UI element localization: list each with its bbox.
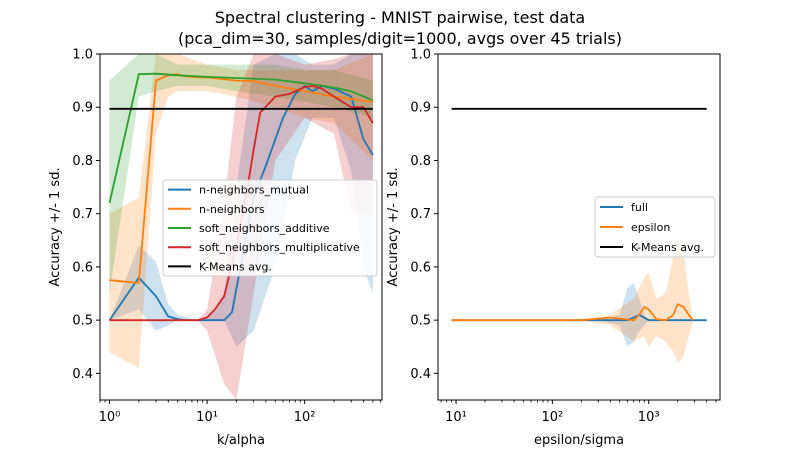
x-tick-label: 10¹	[445, 410, 467, 425]
legend-label-full: full	[631, 201, 648, 214]
legend-label-k-means-avg: K-Means avg.	[631, 241, 704, 254]
legend-label-k-means-avg: K-Means avg.	[199, 260, 272, 273]
y-tick-label: 0.5	[72, 314, 93, 329]
legend-label-epsilon: epsilon	[631, 221, 670, 234]
legend: n-neighbors_mutual n-neighbors soft_neighb…	[162, 179, 378, 277]
x-axis-label: k/alpha	[217, 433, 265, 448]
band-soft-neighbors-additive	[109, 54, 373, 294]
y-tick-label: 0.7	[410, 207, 431, 222]
y-axis-label: Accuracy +/- 1 sd.	[48, 167, 63, 286]
band-epsilon	[451, 240, 694, 363]
figure-title-line2: (pca_dim=30, samples/digit=1000, avgs ov…	[178, 29, 622, 49]
x-tick-label: 10⁰	[99, 410, 121, 425]
legend-box	[162, 179, 378, 277]
x-axis-label: epsilon/sigma	[534, 433, 624, 448]
x-tick-label: 10³	[638, 410, 660, 425]
legend-label-soft-neighbors-multiplicative: soft_neighbors_multiplicative	[199, 241, 360, 254]
y-tick-label: 0.9	[72, 101, 93, 116]
plot-area	[451, 107, 707, 363]
legend-label-n-neighbors-mutual: n-neighbors_mutual	[199, 184, 309, 197]
right-chart-panel: 0.4 0.5 0.6 0.7 0.8 0.9 1.0 10¹ 10² 10³ epsilon/si…	[386, 48, 721, 448]
y-tick-label: 0.9	[410, 101, 431, 116]
legend-label-soft-neighbors-additive: soft_neighbors_additive	[199, 222, 330, 235]
x-tick-label: 10¹	[196, 410, 218, 425]
y-tick-label: 0.4	[72, 367, 93, 382]
y-tick-label: 0.8	[72, 154, 93, 169]
band-n-neighbors	[109, 54, 373, 369]
y-tick-label: 1.0	[72, 48, 93, 63]
y-tick-label: 0.4	[410, 367, 431, 382]
axes-frame	[99, 53, 383, 401]
y-tick-label: 0.5	[410, 314, 431, 329]
series-line-soft-neighbors-multiplicative	[109, 85, 374, 322]
legend: full epsilon K-Means avg.	[594, 196, 716, 258]
axes-frame	[437, 53, 721, 401]
left-chart-panel: 0.4 0.5 0.6 0.7 0.8 0.9 1.0 10⁰ 10¹ 10² k/alpha Acc…	[48, 48, 383, 448]
figure-title-line1: Spectral clustering - MNIST pairwise, te…	[215, 8, 585, 27]
y-tick-label: 0.6	[410, 260, 431, 275]
y-axis-label: Accuracy +/- 1 sd.	[386, 167, 401, 286]
y-tick-label: 0.7	[72, 207, 93, 222]
series-line-epsilon	[451, 303, 694, 322]
y-tick-label: 0.6	[72, 260, 93, 275]
x-tick-label: 10²	[294, 410, 316, 425]
series-line-soft-neighbors-additive	[108, 72, 374, 204]
x-tick-label: 10²	[541, 410, 563, 425]
y-tick-label: 1.0	[410, 48, 431, 63]
legend-box	[594, 196, 716, 258]
y-tick-label: 0.8	[410, 154, 431, 169]
legend-label-n-neighbors: n-neighbors	[199, 203, 265, 216]
